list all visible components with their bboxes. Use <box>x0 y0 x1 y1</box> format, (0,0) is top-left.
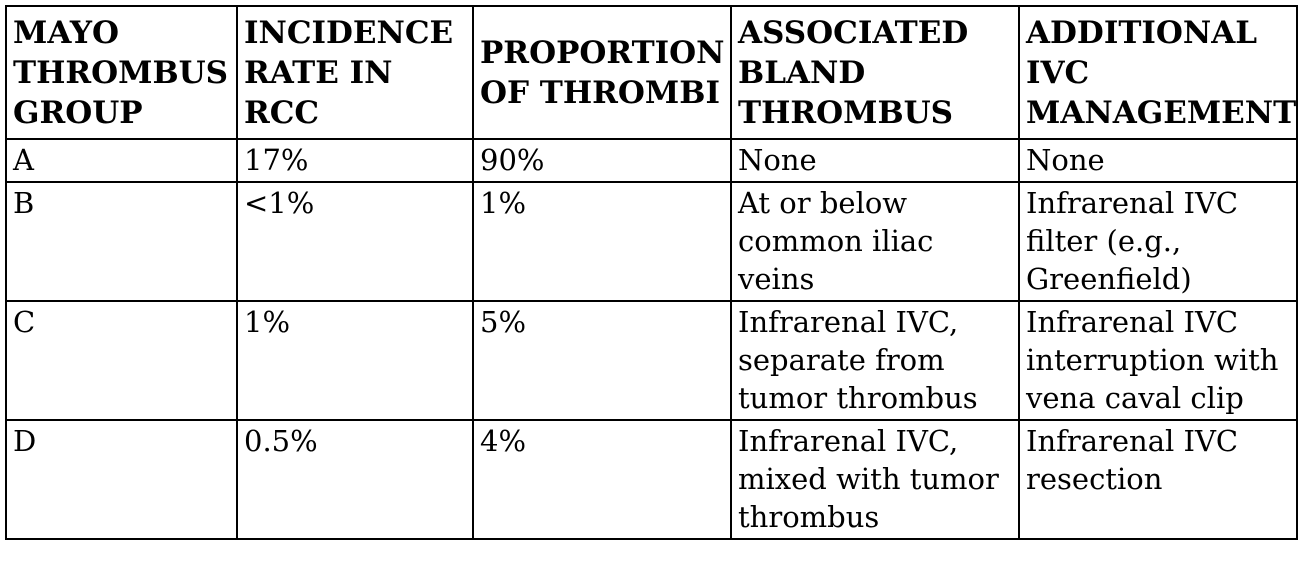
header-bland-thrombus: ASSOCIATED BLAND THROMBUS <box>730 5 1020 140</box>
cell-proportion: 1% <box>472 181 732 302</box>
cell-group: C <box>5 300 238 421</box>
cell-incidence: <1% <box>236 181 474 302</box>
cell-proportion: 5% <box>472 300 732 421</box>
header-mayo-group: MAYO THROMBUS GROUP <box>5 5 238 140</box>
cell-ivc-management: Infrarenal IVC resection <box>1018 419 1298 540</box>
cell-proportion: 90% <box>472 138 732 183</box>
cell-bland-thrombus: None <box>730 138 1020 183</box>
cell-group: B <box>5 181 238 302</box>
header-ivc-management: ADDITIONAL IVC MANAGEMENT <box>1018 5 1298 140</box>
header-proportion: PROPORTION OF THROMBI <box>472 5 732 140</box>
header-incidence-rate: INCIDENCE RATE IN RCC <box>236 5 474 140</box>
cell-ivc-management: None <box>1018 138 1298 183</box>
cell-incidence: 1% <box>236 300 474 421</box>
cell-ivc-management: Infrarenal IVC filter (e.g., Greenfield) <box>1018 181 1298 302</box>
cell-ivc-management: Infrarenal IVC interruption with vena ca… <box>1018 300 1298 421</box>
cell-proportion: 4% <box>472 419 732 540</box>
table-row: A 17% 90% None None <box>5 138 1298 183</box>
cell-incidence: 0.5% <box>236 419 474 540</box>
header-row: MAYO THROMBUS GROUP INCIDENCE RATE IN RC… <box>5 5 1298 140</box>
cell-bland-thrombus: At or below common iliac veins <box>730 181 1020 302</box>
table-row: D 0.5% 4% Infrarenal IVC, mixed with tum… <box>5 419 1298 540</box>
table-row: B <1% 1% At or below common iliac veins … <box>5 181 1298 302</box>
mayo-thrombus-table: MAYO THROMBUS GROUP INCIDENCE RATE IN RC… <box>5 5 1298 540</box>
table-row: C 1% 5% Infrarenal IVC, separate from tu… <box>5 300 1298 421</box>
cell-group: A <box>5 138 238 183</box>
cell-bland-thrombus: Infrarenal IVC, mixed with tumor thrombu… <box>730 419 1020 540</box>
cell-group: D <box>5 419 238 540</box>
cell-bland-thrombus: Infrarenal IVC, separate from tumor thro… <box>730 300 1020 421</box>
cell-incidence: 17% <box>236 138 474 183</box>
